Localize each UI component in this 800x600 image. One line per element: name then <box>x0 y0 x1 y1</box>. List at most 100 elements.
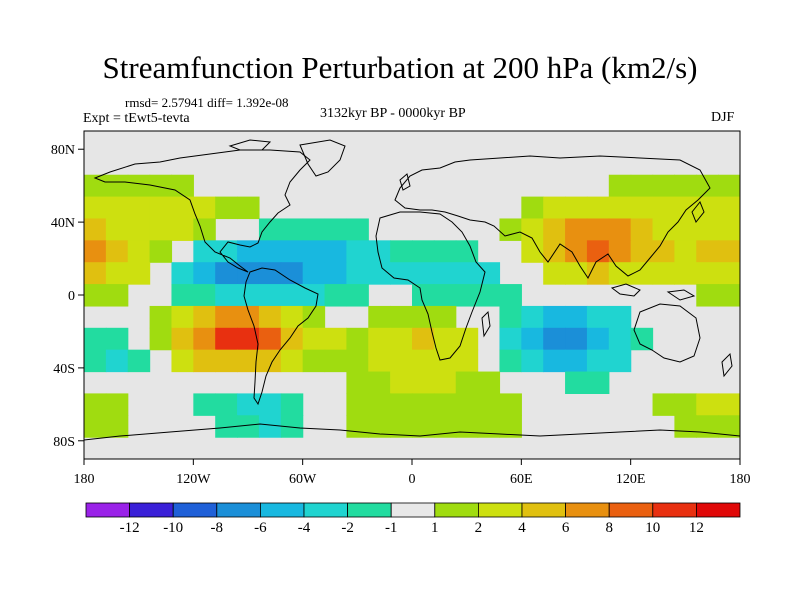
field-cell <box>499 284 522 307</box>
field-cell <box>302 240 326 263</box>
field-cell <box>390 327 413 351</box>
colorbar-label: -4 <box>298 520 311 536</box>
field-cell <box>696 393 719 416</box>
field-cell <box>412 393 435 416</box>
field-cell <box>149 240 173 263</box>
colorbar-label: 8 <box>605 520 613 536</box>
colorbar-swatch <box>565 502 610 518</box>
colorbar-swatch <box>521 502 566 518</box>
latitude-label: 80N <box>51 143 75 158</box>
field-cell <box>630 174 654 198</box>
field-cell <box>105 415 129 438</box>
field-cell <box>149 174 173 198</box>
plot-title: Streamfunction Perturbation at 200 hPa (… <box>102 50 698 85</box>
field-cell <box>346 393 369 416</box>
field-cell <box>499 218 522 241</box>
field-cell <box>237 305 260 329</box>
field-cell <box>499 349 522 373</box>
field-cell <box>302 349 326 373</box>
field-cell <box>105 174 129 198</box>
statistics-label: rmsd= 2.57941 diff= 1.392e-08 <box>125 95 289 110</box>
field-cell <box>215 349 238 373</box>
coastline-antarctica <box>84 423 740 441</box>
field-cell <box>324 240 347 263</box>
coastline-africa <box>375 211 486 361</box>
field-cell <box>586 327 610 351</box>
field-cell <box>105 262 129 285</box>
field-cell <box>171 218 194 241</box>
field-cell <box>565 305 588 329</box>
field-cell <box>193 284 216 307</box>
colorbar-swatch <box>216 502 261 518</box>
field-cell <box>171 196 194 220</box>
field-cell <box>346 327 369 351</box>
field-cell <box>390 393 413 416</box>
colorbar-label: -10 <box>163 520 183 536</box>
field-cell <box>412 262 435 285</box>
longitude-label: 120W <box>176 472 211 487</box>
field-cell <box>105 218 129 241</box>
colorbar-swatch <box>129 502 174 518</box>
field-cell <box>258 327 282 351</box>
field-cell <box>433 305 457 329</box>
field-cell <box>433 240 457 263</box>
latitude-label: 40N <box>51 216 75 231</box>
field-cell <box>718 196 740 220</box>
field-cell <box>718 284 740 307</box>
field-cell <box>652 393 675 416</box>
field-cell <box>455 262 479 285</box>
field-cell <box>302 284 326 307</box>
field-cell <box>433 327 457 351</box>
colorbar-label: -12 <box>120 520 140 536</box>
field-cell <box>630 196 654 220</box>
colorbar-swatch <box>85 502 130 518</box>
field-cell <box>258 218 282 241</box>
field-cell <box>302 262 326 285</box>
season-label: DJF <box>711 110 735 125</box>
latitude-label: 0 <box>68 289 75 304</box>
field-cell <box>565 327 588 351</box>
field-cell <box>324 349 347 373</box>
field-cell <box>718 240 740 263</box>
field-cell <box>543 218 566 241</box>
field-cell <box>433 393 457 416</box>
longitude-label: 0 <box>409 472 416 487</box>
colorbar-swatch <box>608 502 654 518</box>
colorbar-label: 4 <box>518 520 526 536</box>
field-cell <box>84 240 107 263</box>
field-cell <box>565 240 588 263</box>
field-cell <box>171 174 194 198</box>
field-cell <box>543 349 566 373</box>
field-cell <box>652 240 675 263</box>
field-cell <box>171 327 194 351</box>
field-cell <box>565 196 588 220</box>
field-cell <box>433 371 457 394</box>
longitude-label: 180 <box>74 472 95 487</box>
field-cell <box>84 393 107 416</box>
field-cell <box>565 371 588 394</box>
field-cell <box>84 284 107 307</box>
field-cell <box>412 371 435 394</box>
field-cell <box>127 218 151 241</box>
coastline-uk <box>399 173 411 191</box>
field-cell <box>193 262 216 285</box>
field-cell <box>696 218 719 241</box>
field-cell <box>346 240 369 263</box>
colorbar-label: 1 <box>431 520 439 536</box>
colorbar-swatch <box>434 502 479 518</box>
field-cell <box>127 240 151 263</box>
colorbar-label: 2 <box>475 520 483 536</box>
field-cell <box>543 327 566 351</box>
field-cell <box>237 262 260 285</box>
field-cell <box>368 262 391 285</box>
axis-ticks <box>78 148 741 465</box>
field-cell <box>412 415 435 438</box>
field-cell <box>696 196 719 220</box>
field-cell <box>127 349 151 373</box>
field-cell <box>237 196 260 220</box>
field-cell <box>521 305 544 329</box>
colorbar-swatch <box>347 502 392 518</box>
colorbar-label: 10 <box>645 520 660 536</box>
field-cell <box>105 196 129 220</box>
field-cell <box>499 327 522 351</box>
